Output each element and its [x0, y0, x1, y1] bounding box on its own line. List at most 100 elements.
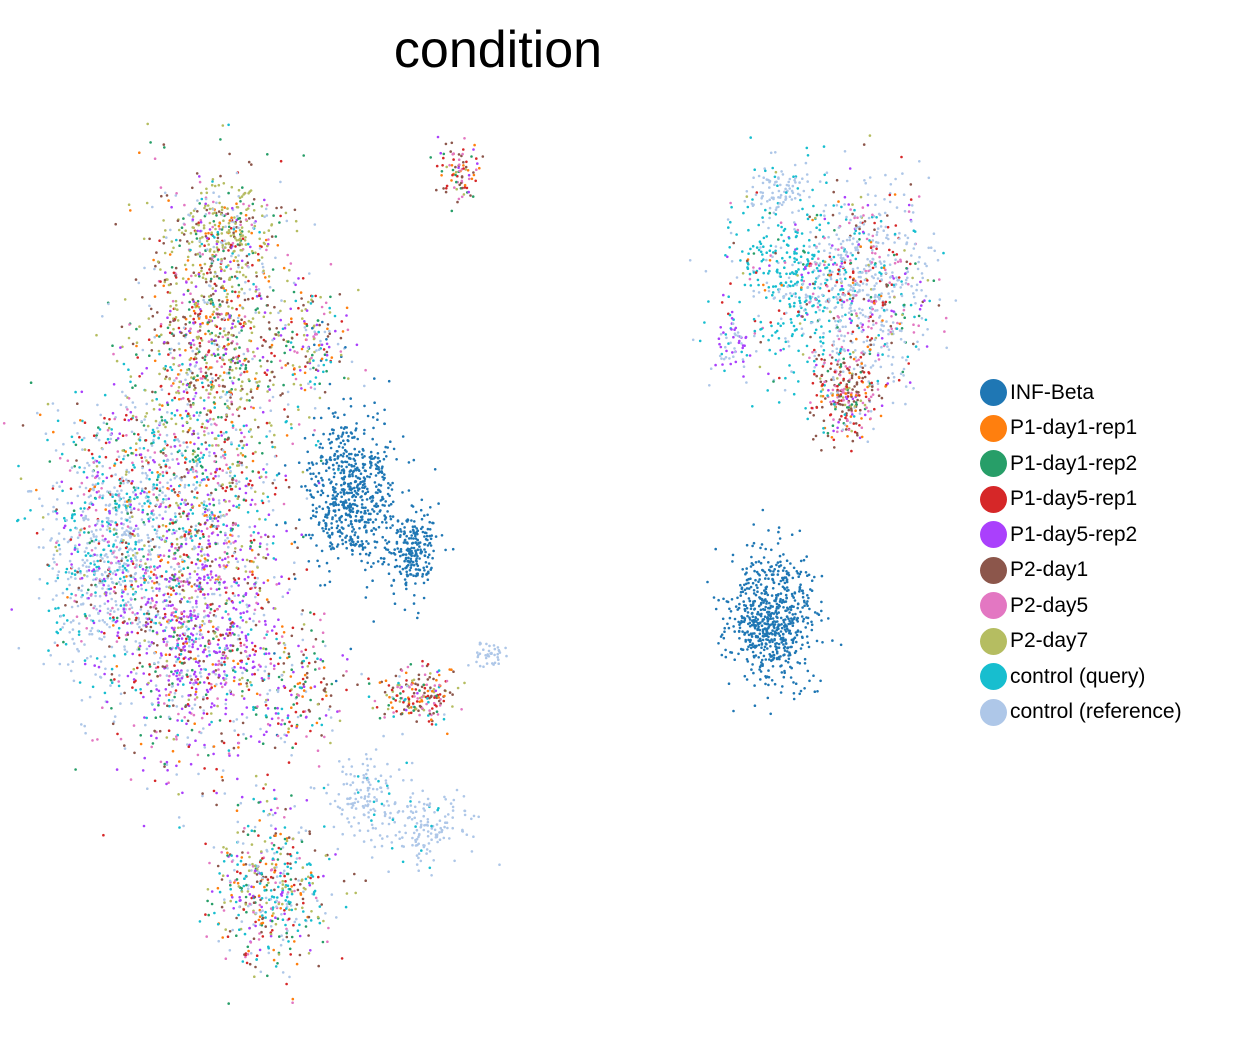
scatter-point — [319, 295, 322, 299]
scatter-point — [237, 444, 241, 447]
scatter-point — [178, 484, 181, 488]
scatter-point — [345, 465, 348, 469]
scatter-point — [229, 234, 233, 238]
scatter-point — [211, 444, 214, 447]
scatter-point — [91, 474, 94, 478]
scatter-point — [238, 601, 242, 604]
scatter-point — [398, 565, 402, 568]
scatter-point — [198, 457, 201, 460]
scatter-point — [98, 461, 101, 464]
scatter-point — [148, 628, 152, 632]
scatter-point — [186, 502, 190, 506]
scatter-point — [313, 387, 317, 391]
scatter-point — [138, 325, 141, 328]
scatter-point — [46, 563, 49, 567]
scatter-point — [347, 434, 350, 438]
scatter-point — [74, 768, 77, 771]
scatter-point — [54, 449, 58, 452]
scatter-point — [132, 667, 136, 671]
scatter-point — [281, 625, 284, 628]
scatter-point — [113, 486, 116, 489]
scatter-point — [409, 557, 413, 561]
scatter-point — [108, 530, 112, 533]
scatter-point — [174, 610, 178, 614]
scatter-point — [177, 391, 181, 395]
scatter-point — [324, 524, 328, 528]
scatter-point — [207, 682, 211, 685]
scatter-point — [221, 685, 224, 689]
scatter-point — [242, 202, 245, 206]
scatter-point — [233, 474, 237, 478]
scatter-point — [167, 698, 171, 702]
scatter-point — [252, 705, 255, 709]
scatter-point — [101, 524, 104, 528]
scatter-point — [128, 323, 131, 326]
scatter-point — [94, 546, 97, 550]
scatter-point — [208, 444, 211, 447]
scatter-point — [219, 174, 222, 178]
scatter-point — [195, 361, 198, 364]
scatter-point — [367, 521, 370, 524]
scatter-point — [105, 516, 109, 520]
scatter-point — [391, 524, 394, 527]
scatter-point — [167, 679, 170, 682]
scatter-point — [146, 449, 150, 452]
scatter-point — [320, 489, 324, 493]
scatter-point — [304, 365, 307, 368]
scatter-point — [405, 570, 409, 574]
scatter-point — [327, 466, 331, 470]
scatter-point — [258, 517, 261, 521]
scatter-point — [247, 160, 251, 164]
scatter-point — [192, 683, 196, 686]
scatter-point — [243, 643, 246, 647]
scatter-point — [187, 627, 190, 631]
scatter-point — [244, 636, 248, 640]
scatter-point — [241, 454, 245, 457]
scatter-point — [210, 353, 214, 357]
scatter-point — [107, 504, 111, 507]
scatter-point — [80, 438, 84, 442]
scatter-point — [162, 284, 165, 288]
scatter-point — [184, 705, 187, 708]
scatter-point — [190, 596, 194, 599]
scatter-point — [241, 676, 244, 680]
scatter-point — [265, 633, 268, 636]
scatter-point — [176, 719, 179, 722]
scatter-point — [210, 260, 214, 263]
scatter-point — [154, 621, 158, 625]
scatter-point — [155, 576, 159, 580]
scatter-point — [234, 230, 238, 233]
scatter-point — [112, 506, 115, 510]
scatter-point — [160, 558, 163, 562]
scatter-point — [206, 204, 210, 207]
scatter-point — [357, 476, 360, 480]
scatter-point — [207, 295, 211, 298]
scatter-point — [192, 384, 196, 387]
scatter-point — [131, 515, 134, 518]
scatter-point — [140, 596, 144, 600]
scatter-point — [70, 516, 74, 520]
scatter-point — [159, 384, 163, 388]
scatter-point — [252, 531, 256, 534]
scatter-point — [369, 466, 372, 469]
scatter-point — [57, 543, 61, 547]
scatter-point — [139, 576, 143, 580]
scatter-point — [186, 259, 190, 262]
scatter-point — [140, 628, 143, 631]
scatter-point — [249, 189, 253, 192]
scatter-point — [162, 451, 165, 455]
scatter-point — [275, 473, 279, 477]
scatter-point — [198, 275, 201, 278]
scatter-point — [195, 464, 199, 468]
scatter-point — [157, 661, 160, 664]
scatter-point — [221, 769, 225, 772]
scatter-point — [231, 523, 235, 527]
scatter-point — [107, 519, 110, 523]
scatter-point — [222, 564, 226, 567]
scatter-point — [405, 534, 409, 538]
scatter-point — [183, 486, 187, 489]
scatter-point — [210, 712, 213, 715]
scatter-point — [130, 468, 134, 472]
scatter-point — [61, 591, 65, 595]
scatter-point — [103, 621, 106, 624]
